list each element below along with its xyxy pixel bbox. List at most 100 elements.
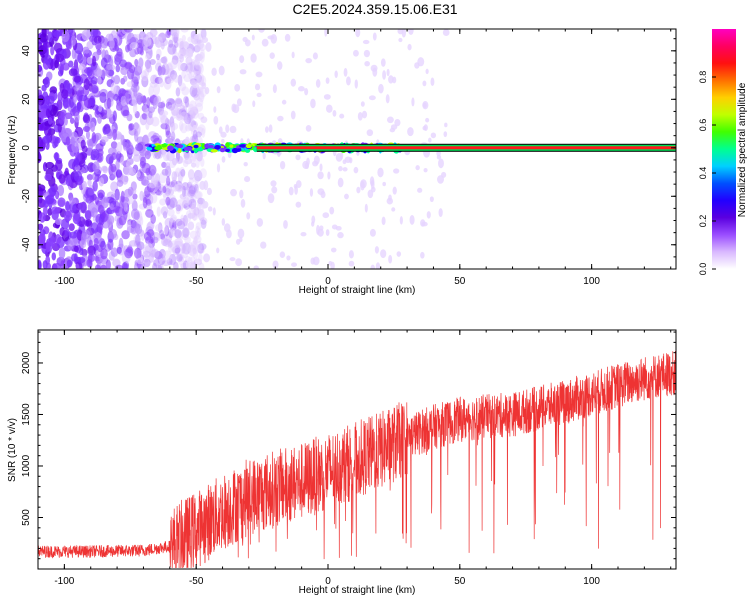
spectrogram-cell [322, 212, 330, 219]
spectrogram-cell [112, 110, 117, 122]
spectrogram-cell [415, 165, 420, 171]
spectrogram-cell [98, 204, 104, 214]
spectrogram-cell [116, 141, 123, 154]
spectrogram-cell [69, 197, 77, 205]
spectrogram-cell [120, 190, 125, 203]
spectrogram-cell [251, 34, 255, 41]
spectrogram-cell [70, 131, 79, 144]
spectrogram-cell [272, 260, 279, 269]
spectrogram-cell [196, 72, 205, 85]
y-tick-label: 500 [21, 509, 32, 526]
spectrogram-cell [142, 196, 148, 209]
spectrogram-cell [105, 259, 111, 269]
spectrogram-cell [175, 218, 183, 227]
spectrogram-cell [64, 228, 70, 237]
spectrogram-cell [239, 237, 243, 243]
spectrogram-cell [334, 70, 338, 78]
spectrogram-cell [142, 250, 151, 258]
spectrogram-cell [114, 188, 120, 201]
spectrogram-cell [94, 264, 101, 269]
spectrogram-cell [119, 156, 125, 165]
spectrogram-cell [156, 58, 162, 66]
spectrogram-cell [181, 86, 190, 96]
spectrogram-cell [162, 149, 170, 162]
spectrogram-cell [438, 208, 443, 218]
spectrogram-cell [185, 124, 192, 132]
spectrogram-cell [192, 238, 198, 249]
spectrogram-cell [182, 214, 188, 227]
spectrogram-cell [240, 198, 246, 208]
spectrogram-cell [366, 129, 374, 137]
spectrogram-cell [172, 45, 177, 55]
spectrogram-cell [57, 197, 66, 208]
spectrogram-cell [175, 87, 181, 97]
spectrogram-cell [380, 249, 387, 259]
y-tick-label: 1000 [21, 454, 32, 477]
spectrogram-cell [185, 67, 192, 76]
spectrogram-cell [211, 67, 217, 76]
spectrogram-cell [58, 173, 66, 184]
spectrogram-cell [184, 255, 191, 263]
spectrogram-cell [342, 159, 347, 165]
spectrogram-cell [288, 186, 294, 196]
spectrogram-cell [197, 112, 205, 120]
spectrogram-cell [175, 144, 184, 149]
spectrogram-cell [442, 29, 450, 37]
spectrogram-cell [167, 242, 176, 253]
spectrogram-cell [115, 150, 122, 162]
spectrogram-cell [175, 114, 183, 121]
spectrogram-cell [188, 256, 193, 263]
spectrogram-cell [364, 203, 368, 213]
spectrogram-cell [43, 76, 50, 89]
spectrogram-cell [118, 237, 124, 250]
spectrogram-cell [170, 121, 176, 134]
spectrogram-cell [196, 196, 203, 207]
spectrogram-cell [68, 223, 75, 232]
spectrogram-cell [243, 161, 248, 167]
spectrogram-cell [194, 42, 202, 52]
spectrogram-cell [417, 187, 423, 193]
spectrogram-cell [205, 42, 212, 52]
spectrogram-cell [386, 68, 390, 77]
spectrogram-cell [91, 85, 99, 94]
spectrogram-cell [176, 253, 183, 262]
spectrogram-cell [165, 196, 171, 206]
spectrogram-cell [309, 188, 314, 197]
spectrogram-cell [229, 257, 236, 262]
colorbar-tick-label: 0.8 [698, 71, 708, 84]
x-tick-label: -100 [54, 276, 74, 287]
spectrogram-cell [45, 108, 51, 118]
spectrogram-cell [179, 255, 184, 263]
spectrogram-cell [123, 29, 133, 33]
spectrogram-cell [225, 124, 230, 133]
spectrogram-cell [174, 241, 180, 253]
y-tick-label: 1500 [21, 403, 32, 426]
spectrogram-cell [139, 216, 144, 226]
spectrogram-cell [121, 175, 129, 185]
spectrogram-cell [143, 36, 152, 47]
spectrogram-cell [181, 243, 186, 254]
spectrogram-cell [181, 70, 186, 79]
spectrogram-cell [144, 242, 153, 253]
spectrogram-cell [113, 74, 121, 85]
spectrogram-cell [180, 169, 186, 177]
spectrogram-cell [170, 74, 176, 82]
spectrogram-cell [69, 231, 78, 239]
spectrogram-x-ticks: -100 -50 0 50 100 [37, 29, 672, 287]
spectrogram-cell [335, 226, 342, 231]
spectrogram-cell [76, 256, 86, 264]
spectrogram-cell [438, 158, 444, 169]
spectrogram-cell [106, 110, 114, 118]
snr-y-label: SNR (10 * v/v) [7, 418, 18, 482]
spectrogram-cell [151, 249, 160, 258]
spectrogram-cell [183, 219, 189, 229]
colorbar-tick-label: 0.2 [698, 215, 708, 228]
spectrogram-cell [105, 63, 110, 75]
spectrogram-cell [392, 186, 397, 195]
spectrogram-cell [89, 95, 95, 107]
spectrogram-cell [128, 123, 135, 131]
spectrogram-cell [82, 126, 91, 133]
spectrogram-cell [121, 230, 130, 240]
spectrogram-cell [137, 62, 143, 73]
spectrogram-cell [300, 231, 307, 237]
